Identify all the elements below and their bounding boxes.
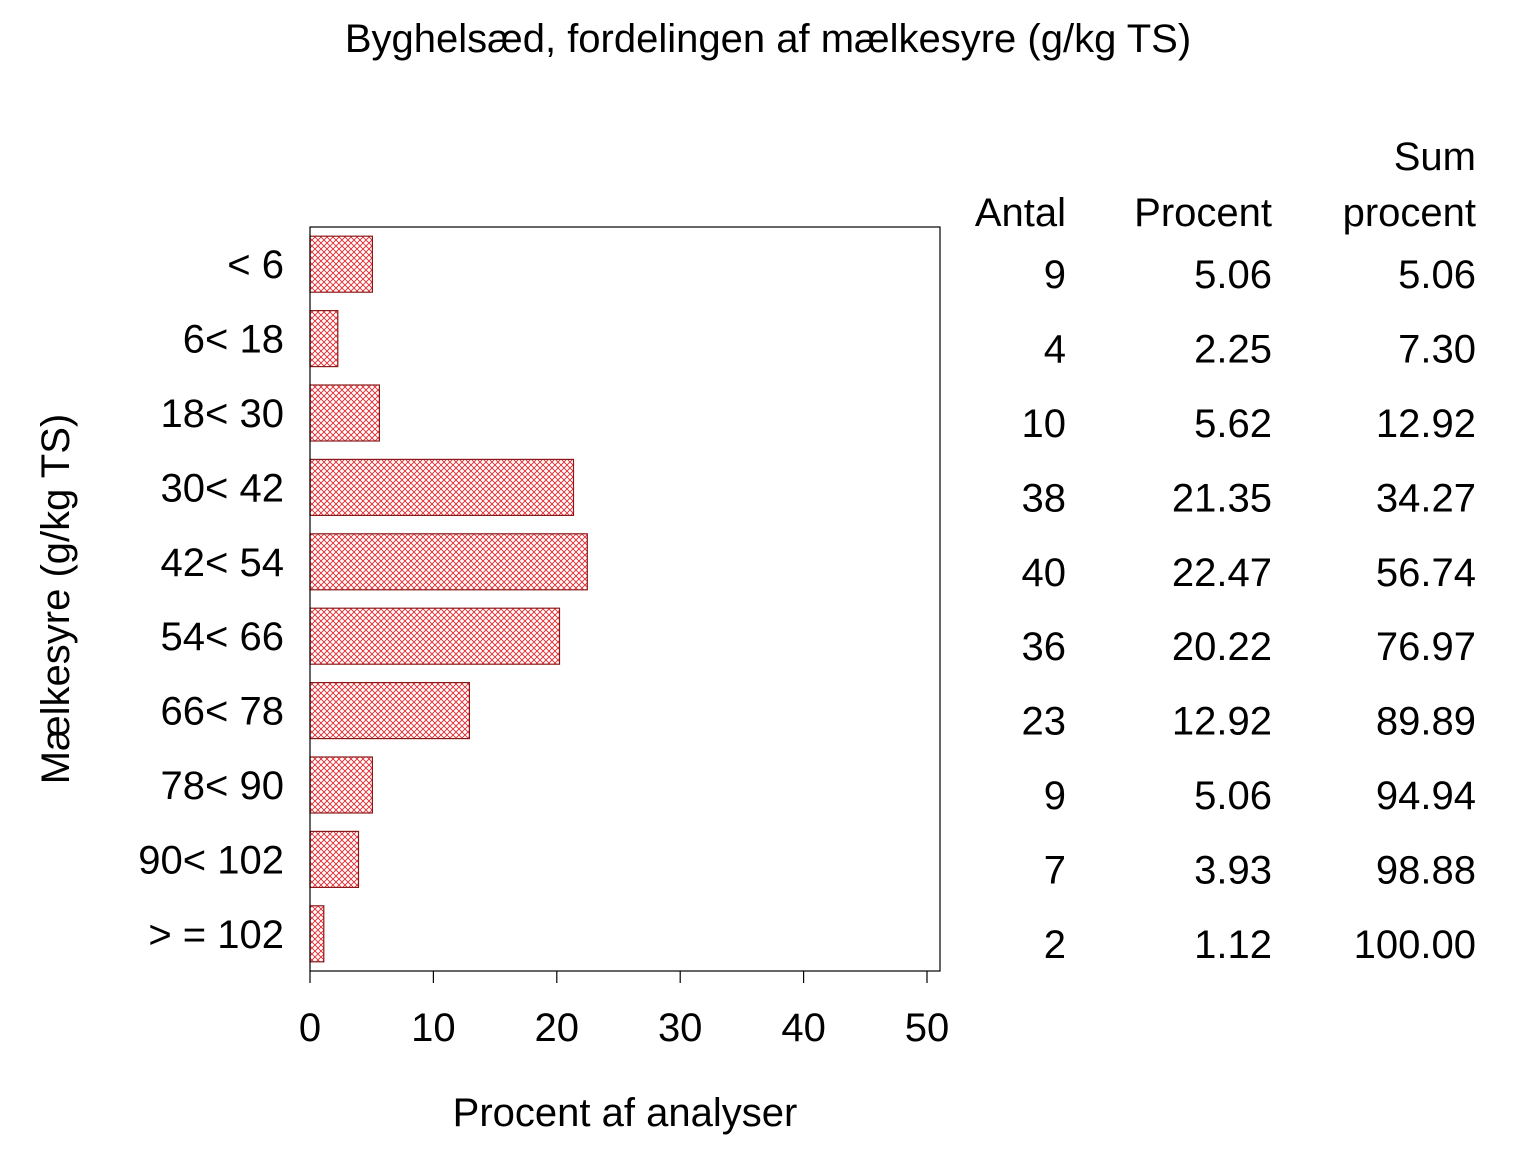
category-label: < 6: [227, 243, 284, 287]
table-cell-sum-procent: 100.00: [1354, 923, 1476, 967]
table-cell-procent: 3.93: [1194, 848, 1272, 892]
x-tick-label: 40: [781, 1006, 826, 1050]
bar: [309, 384, 381, 442]
x-axis: 0 10 20 30 40 50: [299, 971, 949, 1050]
category-label: 18< 30: [161, 392, 284, 436]
bar: [309, 905, 325, 963]
category-label: > = 102: [148, 913, 284, 957]
table-cell-procent: 21.35: [1172, 476, 1272, 520]
table-header-sum-line2: procent: [1343, 191, 1476, 235]
table-cell-procent: 1.12: [1194, 923, 1272, 967]
table-header-procent: Procent: [1134, 191, 1272, 235]
plot-frame: [309, 226, 941, 972]
table-cell-sum-procent: 94.94: [1376, 774, 1476, 818]
y-axis-label: Mælkesyre (g/kg TS): [34, 414, 78, 784]
bars-group: [309, 235, 588, 963]
table-cell-procent: 5.62: [1194, 402, 1272, 446]
category-label: 90< 102: [138, 838, 284, 882]
table-cell-procent: 20.22: [1172, 625, 1272, 669]
bar: [309, 533, 588, 591]
bar: [309, 310, 339, 368]
summary-table: Sum Antal Procent procent 9 5.06 5.06 4 2.25…: [975, 135, 1476, 967]
bar: [309, 830, 360, 889]
table-cell-antal: 38: [1022, 476, 1067, 520]
chart-title: Byghelsæd, fordelingen af mælkesyre (g/k…: [345, 17, 1191, 61]
x-tick-label: 50: [905, 1006, 950, 1050]
table-cell-antal: 40: [1022, 551, 1067, 595]
x-tick-label: 30: [658, 1006, 703, 1050]
x-tick-label: 10: [411, 1006, 456, 1050]
category-label: 66< 78: [161, 690, 284, 734]
bar: [309, 681, 470, 740]
table-cell-sum-procent: 56.74: [1376, 551, 1476, 595]
table-cell-procent: 2.25: [1194, 328, 1272, 372]
table-cell-sum-procent: 12.92: [1376, 402, 1476, 446]
bar: [309, 607, 561, 665]
table-cell-sum-procent: 34.27: [1376, 476, 1476, 520]
table-cell-sum-procent: 7.30: [1398, 328, 1476, 372]
x-tick-label: 20: [535, 1006, 580, 1050]
table-cell-antal: 4: [1044, 328, 1066, 372]
table-rows: 9 5.06 5.06 4 2.25 7.30 10 5.62 12.92 38 21.35 34.2…: [1022, 253, 1477, 967]
table-cell-antal: 36: [1022, 625, 1067, 669]
table-cell-antal: 9: [1044, 253, 1066, 297]
table-cell-sum-procent: 89.89: [1376, 700, 1476, 744]
bar: [309, 756, 374, 814]
x-axis-label: Procent af analyser: [453, 1091, 798, 1135]
table-cell-sum-procent: 5.06: [1398, 253, 1476, 297]
category-label: 30< 42: [161, 466, 284, 510]
category-label: 6< 18: [183, 318, 284, 362]
table-cell-sum-procent: 76.97: [1376, 625, 1476, 669]
table-cell-antal: 9: [1044, 774, 1066, 818]
table-cell-procent: 12.92: [1172, 700, 1272, 744]
table-cell-procent: 5.06: [1194, 774, 1272, 818]
table-cell-antal: 23: [1022, 700, 1067, 744]
category-label: 54< 66: [161, 615, 284, 659]
table-cell-antal: 7: [1044, 848, 1066, 892]
category-labels: < 6 6< 18 18< 30 30< 42 42< 54 54< 66 66< 78 78…: [138, 243, 284, 957]
table-cell-antal: 2: [1044, 923, 1066, 967]
category-label: 42< 54: [161, 541, 284, 585]
bar: [309, 235, 374, 293]
x-tick-label: 0: [299, 1006, 321, 1050]
bar: [309, 458, 575, 516]
table-header-sum-line1: Sum: [1394, 135, 1476, 179]
table-header-antal: Antal: [975, 191, 1066, 235]
table-cell-procent: 5.06: [1194, 253, 1272, 297]
category-label: 78< 90: [161, 764, 284, 808]
table-cell-procent: 22.47: [1172, 551, 1272, 595]
table-cell-antal: 10: [1022, 402, 1067, 446]
table-cell-sum-procent: 98.88: [1376, 848, 1476, 892]
